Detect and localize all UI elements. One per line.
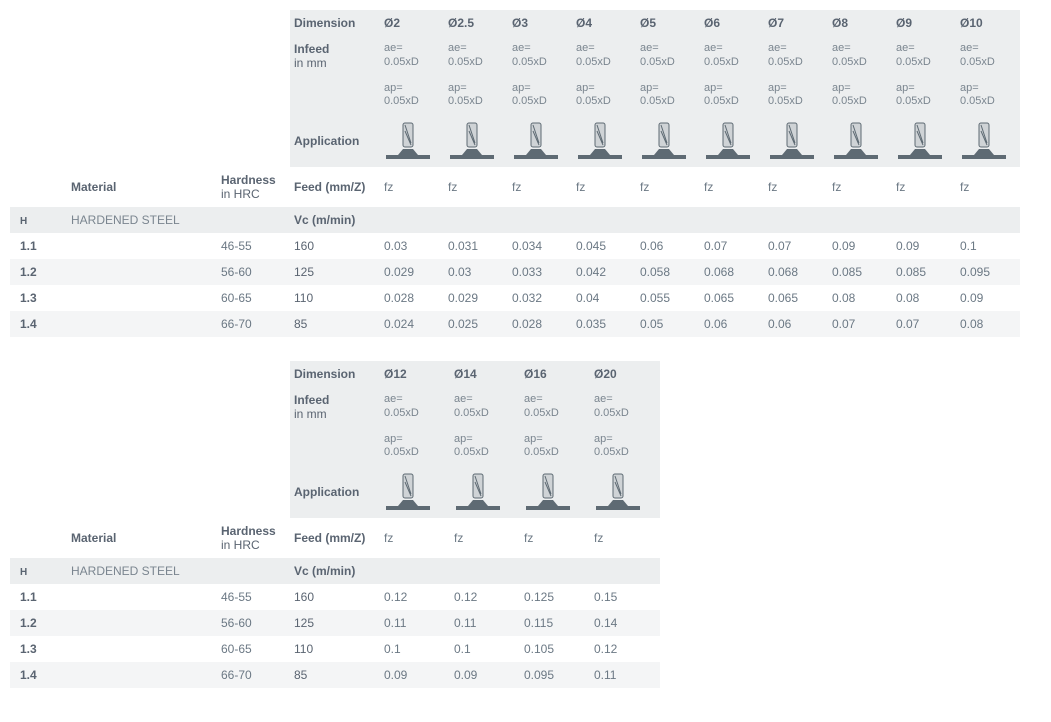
table-row: 1.2 56-60 125 0.029 0.03 0.033 0.042 0.0… [10,259,1020,285]
dia-col: Ø2 [380,10,444,36]
endmill-icon [892,115,956,167]
dia-col: Ø8 [828,10,892,36]
table-row: 1.1 46-55 160 0.03 0.031 0.034 0.045 0.0… [10,233,1020,259]
dia-col: Ø5 [636,10,700,36]
endmill-icon [380,466,450,518]
label-dimension: Dimension [290,10,380,36]
cutting-data-table-2: Dimension Ø12 Ø14 Ø16 Ø20 Infeed in mm a… [10,361,1041,688]
dia-col: Ø20 [590,361,660,387]
hardness-val: 46-55 [220,233,290,259]
vc-val: 160 [290,233,380,259]
dia-col: Ø7 [764,10,828,36]
dia-col: Ø16 [520,361,590,387]
dimension-row: Dimension Ø12 Ø14 Ø16 Ø20 [10,361,660,387]
fz-val: 0.03 [380,233,444,259]
label-infeed: Infeed [294,42,329,56]
endmill-icon [764,115,828,167]
dia-col: Ø10 [956,10,1020,36]
dia-col: Ø9 [892,10,956,36]
label-hardness-unit: in HRC [221,187,260,201]
ae-label: ae= [384,42,403,54]
infeed-ae-row: Infeed in mm ae=0.05xD ae=0.05xD ae=0.05… [10,36,1020,76]
endmill-icon [956,115,1020,167]
label-dimension: Dimension [290,361,380,387]
endmill-icon [380,115,444,167]
endmill-icon [508,115,572,167]
endmill-icon [444,115,508,167]
label-material: Material [70,167,220,207]
table-row: 1.3 60-65 110 0.1 0.1 0.105 0.12 [10,636,660,662]
cutting-data-table-1: Dimension Ø2 Ø2.5 Ø3 Ø4 Ø5 Ø6 Ø7 Ø8 Ø9 Ø… [10,10,1041,337]
table-row: 1.1 46-55 160 0.12 0.12 0.125 0.15 [10,584,660,610]
column-headers-row: Material Hardness in HRC Feed (mm/Z) fz … [10,167,1020,207]
application-row: Application [10,466,660,518]
endmill-icon [828,115,892,167]
label-application: Application [290,115,380,167]
table-row: 1.4 66-70 85 0.09 0.09 0.095 0.11 [10,662,660,688]
infeed-ap-row: ap=0.05xD ap=0.05xD ap=0.05xD ap=0.05xD … [10,76,1020,116]
column-headers-row: Material Hardness in HRC Feed (mm/Z) fz … [10,518,660,558]
table-row: 1.4 66-70 85 0.024 0.025 0.028 0.035 0.0… [10,311,1020,337]
dia-col: Ø4 [572,10,636,36]
endmill-icon [520,466,590,518]
dia-col: Ø14 [450,361,520,387]
ap-val: 0.05xD [384,95,419,107]
material-name: HARDENED STEEL [70,207,220,233]
endmill-icon [590,466,660,518]
endmill-icon [636,115,700,167]
material-group-row: H HARDENED STEEL Vc (m/min) [10,558,660,584]
label-hardness: Hardness [221,173,276,187]
material-code: H [20,216,27,227]
dimension-row: Dimension Ø2 Ø2.5 Ø3 Ø4 Ø5 Ø6 Ø7 Ø8 Ø9 Ø… [10,10,1020,36]
material-group-row: H HARDENED STEEL Vc (m/min) [10,207,1020,233]
endmill-icon [572,115,636,167]
dia-col: Ø12 [380,361,450,387]
endmill-icon [700,115,764,167]
infeed-ae-row: Infeed in mm ae=0.05xD ae=0.05xD ae=0.05… [10,387,660,427]
dia-col: Ø6 [700,10,764,36]
endmill-icon [450,466,520,518]
ap-label: ap= [384,82,403,94]
dia-col: Ø2.5 [444,10,508,36]
fz-label: fz [380,167,444,207]
dia-col: Ø3 [508,10,572,36]
table-row: 1.2 56-60 125 0.11 0.11 0.115 0.14 [10,610,660,636]
ae-val: 0.05xD [384,56,419,68]
label-feed: Feed (mm/Z) [290,167,380,207]
label-vc: Vc (m/min) [290,207,380,233]
table-row: 1.3 60-65 110 0.028 0.029 0.032 0.04 0.0… [10,285,1020,311]
application-row: Application [10,115,1020,167]
label-infeed-unit: in mm [294,56,327,70]
